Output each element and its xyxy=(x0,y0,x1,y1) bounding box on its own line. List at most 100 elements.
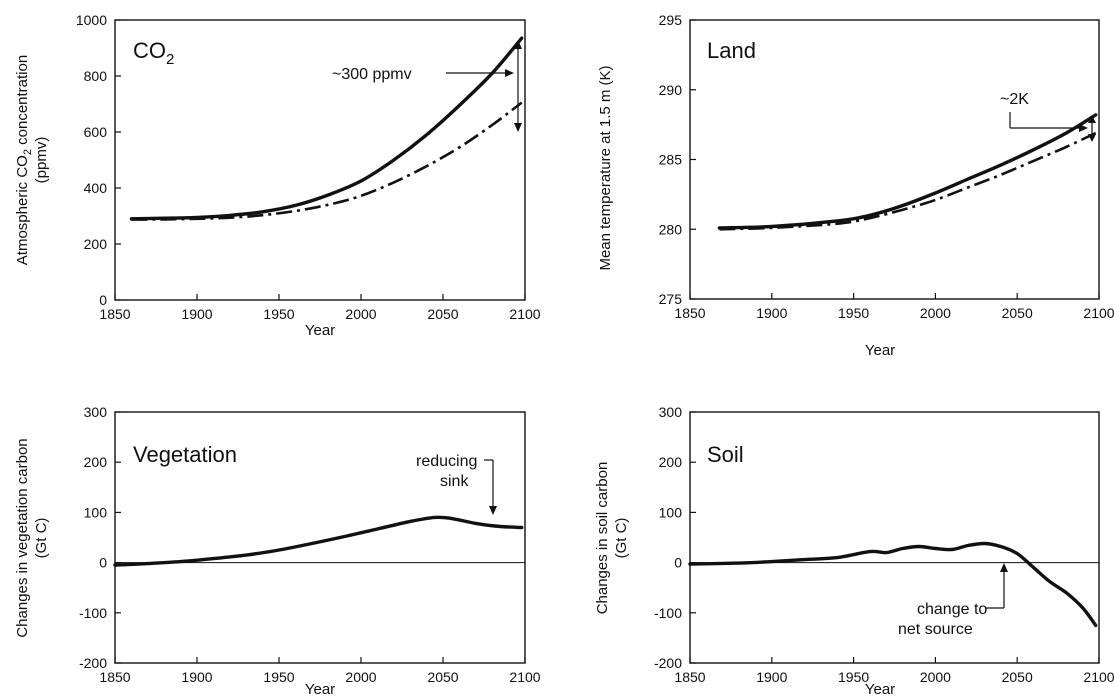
x-tick-label: 1850 xyxy=(99,669,130,685)
y-tick-label: 285 xyxy=(659,152,683,168)
x-axis-label: Year xyxy=(305,322,335,339)
x-tick-label: 1950 xyxy=(838,305,869,321)
svg-text:Atmospheric CO2 concentration: Atmospheric CO2 concentration xyxy=(14,55,34,265)
x-axis-ticks: 1850 1900 1950 2000 2050 2100 xyxy=(99,294,541,322)
annotation-label: ~300 ppmv xyxy=(332,66,412,83)
annotation-label-line2: sink xyxy=(440,473,469,490)
x-tick-label: 1950 xyxy=(263,669,294,685)
x-tick-label: 1900 xyxy=(181,669,212,685)
y-tick-label: 280 xyxy=(659,221,683,237)
y-tick-label: 800 xyxy=(84,68,108,84)
annotation-arrow xyxy=(484,459,497,515)
y-axis-ticks: -200 -100 0 100 200 300 xyxy=(79,404,121,671)
panel-land: 275 280 285 290 295 1850 1900 1950 2000 2050 2100… xyxy=(597,12,1114,359)
y-axis-label: Atmospheric CO2 concentration (ppmv) xyxy=(14,55,50,265)
panel-title: Land xyxy=(707,38,756,63)
y-tick-label: 200 xyxy=(84,236,108,252)
x-tick-label: 1850 xyxy=(674,305,705,321)
x-tick-label: 2050 xyxy=(427,669,458,685)
x-axis-label: Year xyxy=(865,342,895,359)
series-line-dashdot xyxy=(131,101,523,221)
x-tick-label: 1900 xyxy=(756,669,787,685)
x-axis-ticks: 1850 1900 1950 2000 2050 2100 xyxy=(674,293,1114,321)
series-layer xyxy=(129,36,524,221)
y-tick-label: 200 xyxy=(84,454,108,470)
y-axis-label: Changes in vegetation carbon (Gt C) xyxy=(14,438,50,637)
annotation-label-line1: reducing xyxy=(416,453,477,470)
plot-frame xyxy=(689,411,1100,664)
y-tick-label: 0 xyxy=(99,292,107,308)
y-tick-label: 300 xyxy=(84,404,108,420)
x-tick-label: 2050 xyxy=(1002,305,1033,321)
y-tick-label: 400 xyxy=(84,180,108,196)
x-tick-label: 2050 xyxy=(427,306,458,322)
annotation-arrow xyxy=(1009,112,1096,142)
y-tick-label: -200 xyxy=(79,655,107,671)
series-line-solid xyxy=(717,113,1098,230)
svg-text:Changes in soil carbon: Changes in soil carbon xyxy=(594,462,611,615)
x-axis-ticks: 1850 1900 1950 2000 2050 2100 xyxy=(674,657,1114,685)
svg-text:(Gt C): (Gt C) xyxy=(33,518,50,559)
x-tick-label: 2100 xyxy=(509,669,540,685)
y-tick-label: 275 xyxy=(659,291,683,307)
panel-title: CO2 xyxy=(133,38,174,68)
svg-text:(ppmv): (ppmv) xyxy=(33,137,50,184)
x-tick-label: 2050 xyxy=(1002,669,1033,685)
y-tick-label: 0 xyxy=(99,555,107,571)
y-tick-label: -100 xyxy=(79,605,107,621)
y-tick-label: 100 xyxy=(659,504,683,520)
x-tick-label: 1850 xyxy=(674,669,705,685)
svg-text:Mean temperature at 1.5 m (K): Mean temperature at 1.5 m (K) xyxy=(597,65,614,270)
panel-title: Soil xyxy=(707,442,744,467)
x-tick-label: 2100 xyxy=(1083,669,1114,685)
series-layer xyxy=(113,515,524,567)
y-tick-label: 1000 xyxy=(76,12,107,28)
y-tick-label: -100 xyxy=(654,605,682,621)
x-tick-label: 2100 xyxy=(509,306,540,322)
annotation-arrow xyxy=(446,40,522,132)
x-tick-label: 1900 xyxy=(756,305,787,321)
plot-frame xyxy=(114,19,526,301)
y-tick-label: 295 xyxy=(659,12,683,28)
plot-frame xyxy=(114,411,526,664)
annotation-label-line2: net source xyxy=(898,621,973,638)
y-axis-label: Mean temperature at 1.5 m (K) xyxy=(597,65,614,270)
y-tick-label: 300 xyxy=(659,404,683,420)
x-tick-label: 1850 xyxy=(99,306,130,322)
x-tick-label: 2000 xyxy=(345,306,376,322)
y-tick-label: -200 xyxy=(654,655,682,671)
x-tick-label: 2000 xyxy=(920,305,951,321)
y-tick-label: 290 xyxy=(659,82,683,98)
x-tick-label: 2100 xyxy=(1083,305,1114,321)
x-tick-label: 2000 xyxy=(345,669,376,685)
series-line-dashdot xyxy=(719,131,1097,231)
series-layer xyxy=(688,541,1098,628)
y-tick-label: 200 xyxy=(659,454,683,470)
annotation-label: ~2K xyxy=(1000,91,1029,108)
y-axis-ticks: 275 280 285 290 295 xyxy=(659,12,696,307)
panel-vegetation: -200 -100 0 100 200 300 1850 1900 1950 2000 2050 2… xyxy=(14,404,541,698)
series-layer xyxy=(717,113,1098,231)
x-tick-label: 1950 xyxy=(263,306,294,322)
panel-soil: -200 -100 0 100 200 300 1850 1900 1950 2000 2050 2… xyxy=(594,404,1114,698)
series-line-solid xyxy=(688,541,1098,628)
y-axis-label: Changes in soil carbon (Gt C) xyxy=(594,462,630,615)
x-tick-label: 1950 xyxy=(838,669,869,685)
svg-text:(Gt C): (Gt C) xyxy=(613,518,630,559)
series-line-solid xyxy=(113,515,524,567)
x-tick-label: 1900 xyxy=(181,306,212,322)
y-axis-ticks: -200 -100 0 100 200 300 xyxy=(654,404,696,671)
x-axis-label: Year xyxy=(865,681,895,698)
svg-text:Changes in vegetation carbon: Changes in vegetation carbon xyxy=(14,438,31,637)
x-tick-label: 2000 xyxy=(920,669,951,685)
series-line-solid xyxy=(129,36,524,221)
panel-co2: 0 200 400 600 800 1000 1850 1900 1950 2000 2050 21… xyxy=(14,12,541,339)
y-tick-label: 100 xyxy=(84,504,108,520)
panel-title: Vegetation xyxy=(133,442,237,467)
annotation-arrow xyxy=(986,563,1008,609)
x-axis-ticks: 1850 1900 1950 2000 2050 2100 xyxy=(99,657,541,685)
annotation-label-line1: change to xyxy=(917,601,987,618)
y-tick-label: 600 xyxy=(84,124,108,140)
x-axis-label: Year xyxy=(305,681,335,698)
